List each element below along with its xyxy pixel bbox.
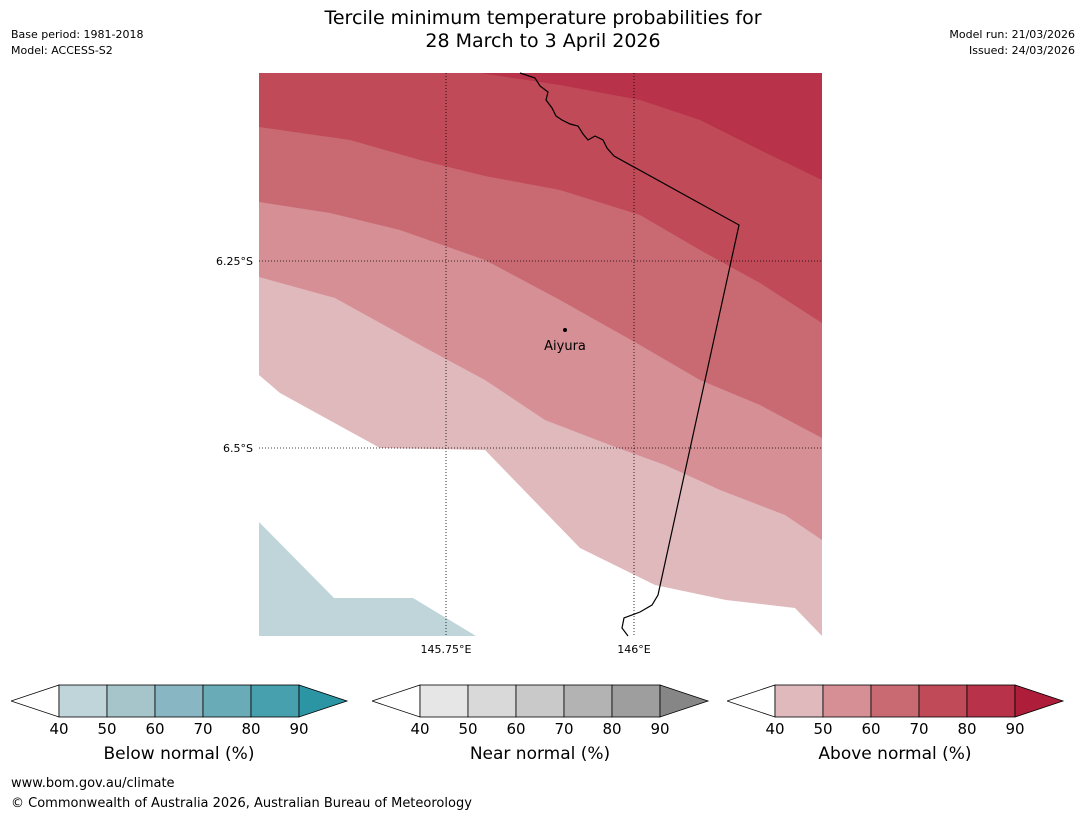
colorbar-segment [202,684,252,718]
colorbar-graphic [727,684,1065,718]
colorbar-graphic [372,684,710,718]
colorbar-over-triangle [1014,684,1065,718]
colorbar-tick-label: 50 [458,720,478,738]
header-left: Base period: 1981-2018 Model: ACCESS-S2 [11,27,143,59]
model-text: Model: ACCESS-S2 [11,44,113,57]
colorbar-segment [966,684,1016,718]
colorbar-tick-label: 50 [97,720,117,738]
below-normal-colorbar: 40 50 60 70 80 90 Below normal (%) [11,684,351,774]
border-line [519,72,740,637]
above-normal-70-80-region [259,73,822,323]
colorbar-under-triangle [372,684,421,718]
lat-label-2: 6.5°S [223,442,253,455]
page-title: Tercile minimum temperature probabilitie… [243,7,843,53]
colorbar-tick-label: 70 [554,720,574,738]
model-run-text: Model run: 21/03/2026 [949,28,1075,41]
colorbar-tick-label: 40 [410,720,430,738]
colorbar-title: Above normal (%) [818,744,972,764]
colorbar-segment [870,684,920,718]
colorbar-segment [563,684,613,718]
lon-label-2: 146°E [617,643,650,656]
header-right: Model run: 21/03/2026 Issued: 24/03/2026 [949,27,1075,59]
colorbar-tick-label: 80 [602,720,622,738]
colorbar-over-triangle [659,684,710,718]
colorbar-under-triangle [727,684,776,718]
colorbar-under-triangle [11,684,60,718]
colorbar-tick-label: 60 [145,720,165,738]
issued-text: Issued: 24/03/2026 [968,44,1075,57]
footer-url: www.bom.gov.au/climate [11,776,175,791]
colorbar-title: Near normal (%) [469,744,611,764]
colorbar-tick-label: 40 [49,720,69,738]
colorbar-tick-label: 50 [813,720,833,738]
near-normal-colorbar: 40 50 60 70 80 90 Near normal (%) [372,684,712,774]
above-normal-80-90-region [480,73,822,180]
lat-label-1: 6.25°S [216,255,253,268]
colorbar-segment [611,684,661,718]
colorbar-segment [467,684,517,718]
colorbar-tick-label: 90 [650,720,670,738]
colorbar-over-triangle [298,684,349,718]
colorbar-segment [419,684,469,718]
colorbar-tick-label: 90 [289,720,309,738]
colorbar-segment [918,684,968,718]
colorbar-segment [774,684,824,718]
colorbar-segment [250,684,300,718]
footer-copyright: © Commonwealth of Australia 2026, Austra… [11,796,472,811]
colorbar-segment [58,684,108,718]
colorbar-tick-label: 60 [506,720,526,738]
colorbar-tick-label: 80 [957,720,977,738]
colorbar-tick-label: 70 [193,720,213,738]
colorbar-tick-label: 40 [765,720,785,738]
base-period-text: Base period: 1981-2018 [11,28,144,41]
lon-label-1: 145.75°E [421,643,472,656]
colorbar-tick-label: 80 [241,720,261,738]
colorbar-tick-label: 70 [909,720,929,738]
colorbar-graphic [11,684,349,718]
colorbar-tick-label: 60 [861,720,881,738]
colorbar-tick-label: 90 [1005,720,1025,738]
colorbar-segment [154,684,204,718]
place-marker [563,328,567,332]
above-normal-colorbar: 40 50 60 70 80 90 Above normal (%) [727,684,1067,774]
place-label: Aiyura [544,339,586,354]
colorbar-segment [515,684,565,718]
colorbar-segment [822,684,872,718]
forecast-map: Aiyura 6.25°S 6.5°S 145.75°E 146°E [216,72,822,656]
colorbar-segment [106,684,156,718]
title-line-2: 28 March to 3 April 2026 [425,30,661,52]
colorbar-title: Below normal (%) [103,744,255,764]
below-normal-40-50-region [259,522,476,636]
title-line-1: Tercile minimum temperature probabilitie… [324,7,762,29]
